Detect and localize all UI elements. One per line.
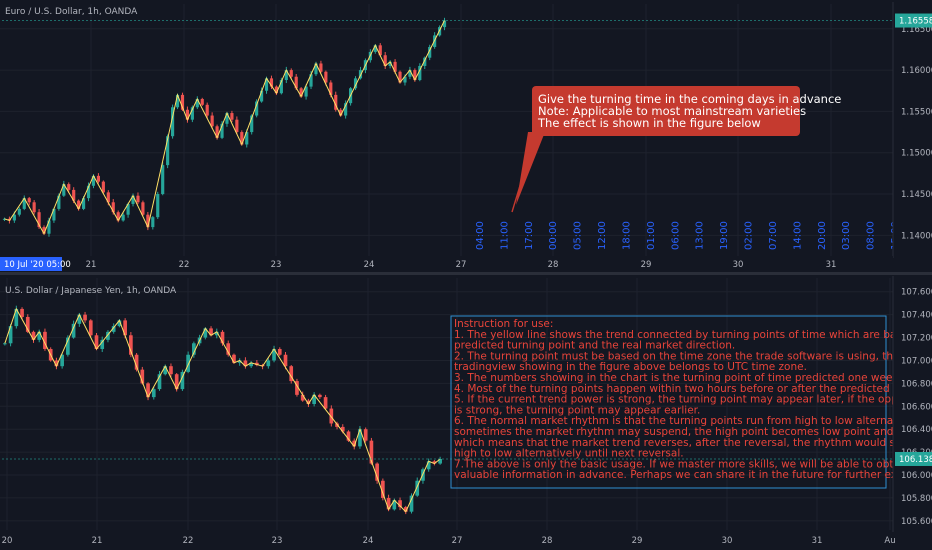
- pane-separator[interactable]: [0, 272, 932, 275]
- price-tick-label: 106.400: [901, 425, 932, 435]
- price-tick-label: 1.15500: [901, 107, 932, 117]
- predicted-time-label: 03:00: [841, 221, 852, 250]
- candle-body: [67, 184, 70, 190]
- candle-body: [364, 429, 368, 440]
- price-tick-label: 1.14500: [901, 190, 932, 200]
- eurusd-title: Euro / U.S. Dollar, 1h, OANDA: [5, 7, 138, 17]
- time-tick-label: 29: [641, 260, 652, 270]
- candle-body: [290, 70, 293, 77]
- time-tick-label: 21: [86, 260, 97, 270]
- predicted-time-label: 19:00: [719, 221, 730, 250]
- candle-body: [169, 366, 173, 374]
- price-tick-label: 107.000: [901, 356, 932, 366]
- time-tick-label: 27: [456, 260, 467, 270]
- predicted-time-label: 13:00: [695, 221, 706, 250]
- price-axis-bg[interactable]: [893, 2, 932, 258]
- time-tick-label: 28: [548, 260, 559, 270]
- price-tick-label: 105.600: [901, 517, 932, 527]
- time-axis-bg[interactable]: [0, 532, 893, 550]
- time-tick-label: 31: [812, 536, 823, 546]
- candle-body: [33, 202, 36, 212]
- usdjpy-title: U.S. Dollar / Japanese Yen, 1h, OANDA: [5, 286, 177, 296]
- eurusd-time-axis[interactable]: 21 22 23 24 27 28 29 30 31 10 Jul '20 05:00: [0, 256, 893, 272]
- candle-body: [266, 360, 270, 366]
- predicted-time-label: 02:00: [744, 221, 755, 250]
- price-tick-label: 107.600: [901, 288, 932, 298]
- candle-body: [141, 202, 144, 214]
- candle-body: [152, 389, 156, 397]
- candle-body: [163, 366, 167, 374]
- predicted-time-label: 06:00: [670, 221, 681, 250]
- predicted-time-label: 07:00: [768, 221, 779, 250]
- predicted-time-label: 14:00: [792, 221, 803, 250]
- time-tick-label: 20: [2, 536, 13, 546]
- candle-body: [3, 343, 7, 344]
- time-tick-label: 23: [271, 260, 282, 270]
- candle-body: [206, 105, 209, 116]
- candle-body: [136, 196, 139, 203]
- predicted-time-label: 00:00: [548, 221, 559, 250]
- predicted-time-label: 20:00: [817, 221, 828, 250]
- last-price-label: 1.16558: [899, 17, 932, 27]
- time-tick-label: 24: [363, 536, 374, 546]
- note-line-3: The effect is shown in the figure below: [537, 116, 761, 130]
- time-axis-bg[interactable]: [0, 256, 893, 272]
- candle-body: [318, 395, 322, 397]
- candle-body: [28, 198, 31, 202]
- predicted-time-label: 17:00: [524, 221, 535, 250]
- price-tick-label: 1.16000: [901, 66, 932, 76]
- candle-body: [83, 315, 87, 321]
- time-tick-label: 29: [632, 536, 643, 546]
- candle-body: [77, 315, 81, 324]
- predicted-time-label: 05:00: [573, 221, 584, 250]
- time-tick-label: 30: [733, 260, 744, 270]
- price-tick-label: 106.800: [901, 379, 932, 389]
- candle-body: [235, 120, 238, 132]
- candle-body: [97, 176, 100, 182]
- price-tick-label: 1.15000: [901, 149, 932, 159]
- price-tick-label: 106.000: [901, 471, 932, 481]
- candle-body: [232, 355, 236, 363]
- candle-body: [278, 349, 282, 355]
- candle-body: [89, 320, 93, 335]
- candle-body: [230, 113, 233, 120]
- time-tick-label: 23: [272, 536, 283, 546]
- time-tick-label: 31: [826, 260, 837, 270]
- price-tick-label: 105.800: [901, 494, 932, 504]
- time-tick-label: 30: [722, 536, 733, 546]
- candle-body: [324, 397, 328, 408]
- last-price-label: 106.138: [899, 455, 932, 465]
- predicted-time-label: 04:00: [475, 221, 486, 250]
- predicted-time-label: 11:00: [499, 221, 510, 250]
- price-tick-label: 107.200: [901, 334, 932, 344]
- candle-body: [161, 165, 164, 194]
- time-cursor-label: 10 Jul '20 05:00: [4, 260, 71, 270]
- price-tick-label: 107.400: [901, 311, 932, 321]
- price-tick-label: 106.600: [901, 402, 932, 412]
- candle-body: [211, 116, 214, 127]
- candle-body: [20, 309, 24, 317]
- time-tick-label: 21: [92, 536, 103, 546]
- candle-body: [122, 215, 125, 221]
- time-tick-label: 22: [179, 260, 190, 270]
- predicted-time-label: 18:00: [622, 221, 633, 250]
- instruction-line: valuable information in advance. Perhaps…: [454, 469, 932, 481]
- predicted-time-label: 12:00: [597, 221, 608, 250]
- usdjpy-time-axis[interactable]: 20 21 22 23 24 27 28 29 30 31 Au: [0, 532, 896, 550]
- candle-body: [156, 194, 159, 217]
- candle-body: [186, 355, 190, 372]
- time-tick-label: 28: [542, 536, 553, 546]
- time-tick-label: 27: [452, 536, 463, 546]
- price-tick-label: 1.14000: [901, 231, 932, 241]
- candle-body: [151, 217, 154, 227]
- candle-body: [201, 99, 204, 105]
- time-tick-label: Au: [884, 536, 895, 546]
- candle-body: [18, 209, 21, 215]
- time-tick-label: 24: [364, 260, 375, 270]
- time-tick-label: 22: [183, 536, 194, 546]
- predicted-time-label: 01:00: [646, 221, 657, 250]
- predicted-time-label: 08:00: [866, 221, 877, 250]
